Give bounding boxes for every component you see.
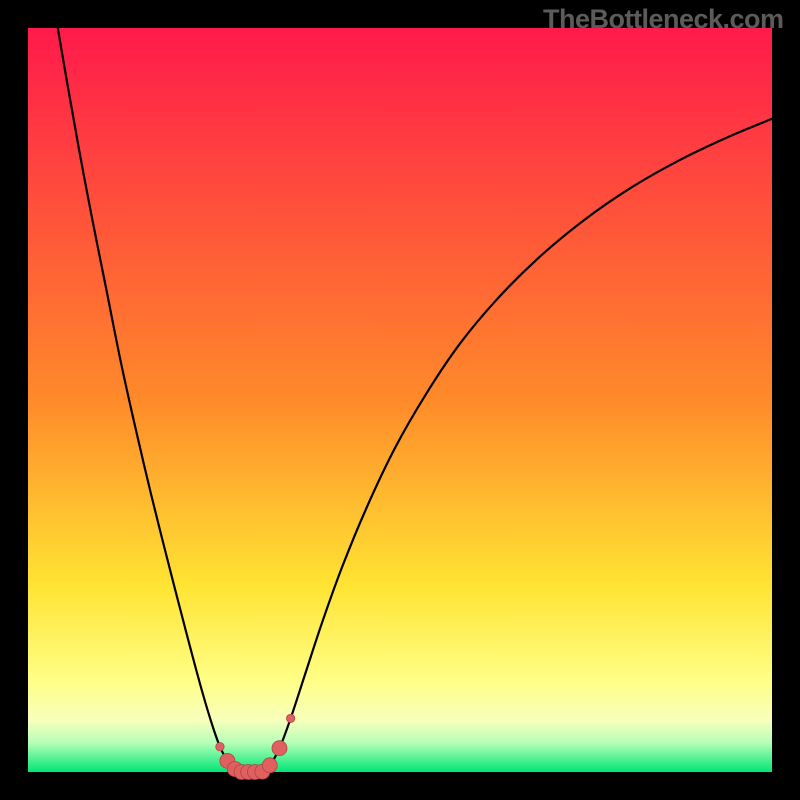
- plot-area: [28, 28, 772, 772]
- chart-frame: TheBottleneck.com: [0, 0, 800, 800]
- watermark-text: TheBottleneck.com: [543, 4, 784, 35]
